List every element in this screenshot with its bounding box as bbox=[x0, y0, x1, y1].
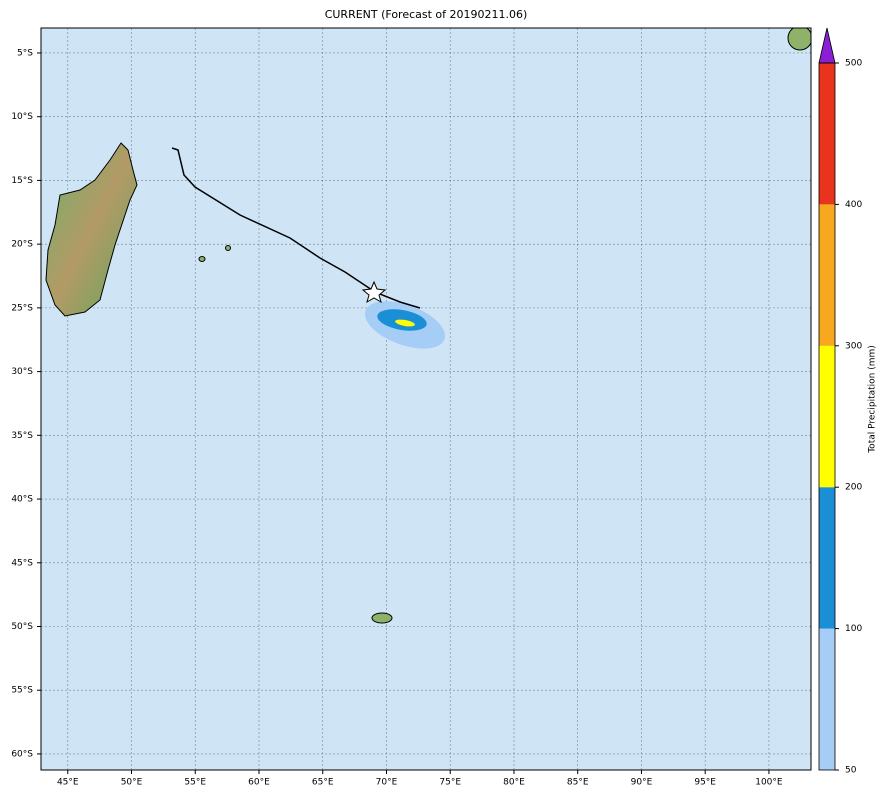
colorbar-frame bbox=[818, 62, 836, 771]
colorbar-tick-label: 200 bbox=[845, 483, 862, 493]
colorbar-segment bbox=[819, 345, 835, 488]
island bbox=[198, 256, 206, 262]
ocean bbox=[41, 28, 811, 770]
island bbox=[371, 612, 393, 624]
x-tick-label: 95°E bbox=[694, 778, 716, 788]
colorbar-tick-label: 400 bbox=[845, 200, 862, 210]
land bbox=[787, 28, 811, 51]
x-tick-label: 90°E bbox=[631, 778, 653, 788]
colorbar-segment bbox=[819, 63, 835, 205]
x-tick-label: 100°E bbox=[755, 778, 783, 788]
map-frame bbox=[40, 27, 812, 771]
x-tick-label: 65°E bbox=[312, 778, 334, 788]
y-tick-label: 30°S bbox=[11, 367, 33, 377]
y-tick-label: 55°S bbox=[11, 686, 33, 696]
colorbar-tick-label: 500 bbox=[845, 59, 862, 69]
x-tick-label: 50°E bbox=[121, 778, 143, 788]
y-tick-label: 20°S bbox=[11, 240, 33, 250]
colorbar-tick-label: 50 bbox=[845, 766, 857, 776]
colorbar-extend bbox=[818, 27, 836, 64]
y-tick-label: 35°S bbox=[11, 431, 33, 441]
colorbar-tick-label: 100 bbox=[845, 624, 862, 634]
storm-position bbox=[361, 280, 387, 304]
colorbar-tick-label: 300 bbox=[845, 341, 862, 351]
colorbar-segment bbox=[819, 628, 835, 770]
storm-track bbox=[171, 147, 421, 309]
y-tick-label: 25°S bbox=[11, 303, 33, 313]
x-tick-label: 80°E bbox=[503, 778, 525, 788]
y-tick-label: 45°S bbox=[11, 558, 33, 568]
y-tick-label: 50°S bbox=[11, 622, 33, 632]
madagascar bbox=[45, 142, 138, 317]
map-features bbox=[45, 28, 811, 624]
colorbar-segment bbox=[819, 487, 835, 629]
colorbar-label: Total Precipitation (mm) bbox=[868, 345, 878, 454]
x-tick-label: 85°E bbox=[567, 778, 589, 788]
colorbar-segment bbox=[819, 204, 835, 346]
title: CURRENT (Forecast of 20190211.06) bbox=[325, 8, 528, 21]
x-tick-label: 75°E bbox=[439, 778, 461, 788]
x-tick-label: 55°E bbox=[184, 778, 206, 788]
y-tick-label: 60°S bbox=[11, 749, 33, 759]
y-tick-label: 10°S bbox=[11, 112, 33, 122]
y-tick-label: 5°S bbox=[17, 48, 33, 58]
y-tick-label: 40°S bbox=[11, 495, 33, 505]
colorbar: 50 100 200 300 400 500 bbox=[818, 27, 862, 776]
precip-area bbox=[395, 319, 415, 327]
x-tick-label: 60°E bbox=[248, 778, 270, 788]
island bbox=[225, 245, 231, 251]
y-tick-label: 15°S bbox=[11, 176, 33, 186]
grid bbox=[41, 28, 811, 770]
x-tick-label: 70°E bbox=[376, 778, 398, 788]
x-tick-label: 45°E bbox=[57, 778, 79, 788]
